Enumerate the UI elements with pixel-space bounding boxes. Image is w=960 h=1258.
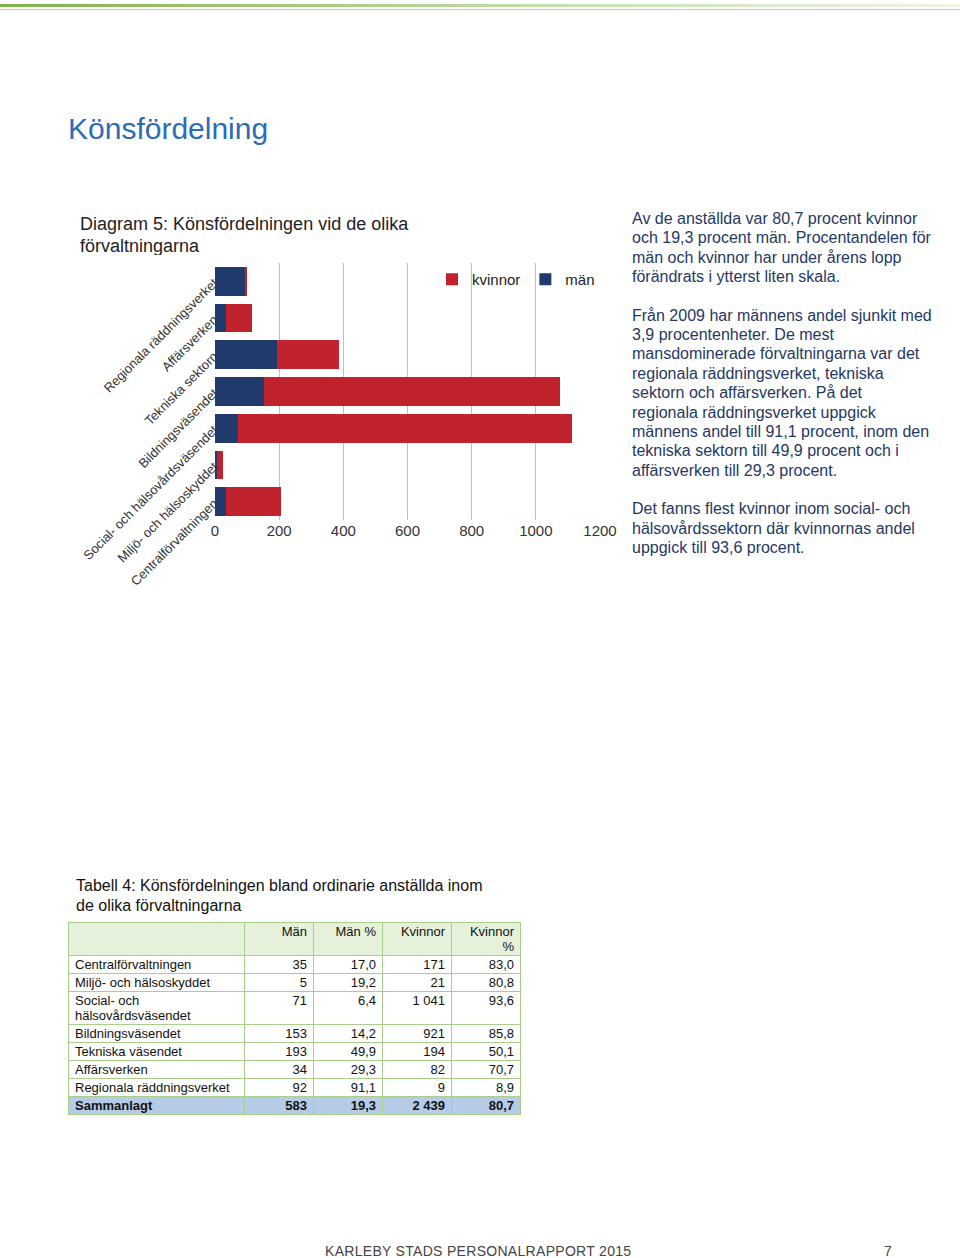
svg-text:Bildningsväsendet: Bildningsväsendet: [135, 385, 220, 470]
html-text:80,7: 80,7: [488, 1098, 514, 1113]
html-text:Affärsverken: Affärsverken: [75, 1062, 148, 1077]
html-text:71: 71: [292, 993, 307, 1008]
html-text:Från 2009 har männens andel sj: Från 2009 har männens andel sjunkit med …: [632, 306, 932, 479]
svg-text:200: 200: [267, 522, 292, 539]
html-text:83,0: 83,0: [488, 957, 514, 972]
html-text:Centralförvaltningen: Centralförvaltningen: [75, 957, 192, 972]
svg-text:1200: 1200: [583, 522, 616, 539]
svg-text:Affärsverken: Affärsverken: [159, 312, 221, 374]
html-text:80,8: 80,8: [488, 975, 514, 990]
html-text:9: 9: [437, 1080, 445, 1095]
svg-text:Centralförvaltningen: Centralförvaltningen: [128, 496, 221, 589]
html-text:Bildningsväsendet: Bildningsväsendet: [75, 1026, 181, 1041]
html-text:1 041: 1 041: [412, 993, 445, 1008]
html-text:Män: Män: [281, 924, 307, 939]
svg-text:Tekniska sektorn: Tekniska sektorn: [142, 349, 221, 428]
html-text:Miljö- och hälsoskyddet: Miljö- och hälsoskyddet: [75, 975, 211, 990]
html-text:Kvinnor %: Kvinnor %: [469, 924, 514, 954]
svg-text:Regionala räddningsverket: Regionala räddningsverket: [101, 275, 221, 395]
svg-text:1000: 1000: [519, 522, 552, 539]
html-text:19,2: 19,2: [350, 975, 376, 990]
html-text:Det fanns flest kvinnor inom s: Det fanns flest kvinnor inom social- och…: [632, 500, 915, 557]
html-text:35: 35: [292, 957, 307, 972]
html-text:29,3: 29,3: [350, 1062, 376, 1077]
html-text:5: 5: [299, 975, 307, 990]
html-text:Regionala räddningsverket: Regionala räddningsverket: [75, 1080, 230, 1095]
html-text:Könsfördelning: Könsfördelning: [68, 112, 269, 145]
html-text:50,1: 50,1: [488, 1044, 514, 1059]
html-text:91,1: 91,1: [350, 1080, 376, 1095]
svg-text:800: 800: [459, 522, 484, 539]
html-text:21: 21: [430, 975, 445, 990]
svg-text:400: 400: [331, 522, 356, 539]
html-text:17,0: 17,0: [350, 957, 376, 972]
svg-text:0: 0: [211, 522, 219, 539]
html-text:194: 194: [423, 1044, 445, 1059]
html-text:193: 193: [285, 1044, 307, 1059]
html-text:Diagram 5: Könsfördelningen vi: Diagram 5: Könsfördelningen vid de olika…: [80, 214, 409, 256]
html-text:583: 583: [285, 1098, 307, 1113]
html-text:6,4: 6,4: [357, 993, 376, 1008]
html-text:82: 82: [430, 1062, 445, 1077]
svg-text:kvinnor: kvinnor: [472, 271, 520, 288]
html-text:Av de anställda var 80,7 proce: Av de anställda var 80,7 procent kvinnor…: [632, 210, 931, 286]
html-text:921: 921: [423, 1026, 445, 1041]
html-text:70,7: 70,7: [488, 1062, 514, 1077]
svg-text:Social- och hälsovårdsväsendet: Social- och hälsovårdsväsendet: [80, 422, 221, 563]
svg-text:600: 600: [395, 522, 420, 539]
html-text:Social- och hälsovårdsväsendet: Social- och hälsovårdsväsendet: [75, 993, 191, 1023]
html-text:92: 92: [292, 1080, 307, 1095]
html-text:85,8: 85,8: [488, 1026, 514, 1041]
html-text:171: 171: [423, 957, 445, 972]
html-text:19,3: 19,3: [350, 1098, 376, 1113]
html-text:Sammanlagt: Sammanlagt: [75, 1098, 153, 1113]
html-text:Män %: Män %: [335, 924, 376, 939]
html-text:2 439: 2 439: [412, 1098, 445, 1113]
svg-text:män: män: [565, 271, 594, 288]
svg-text:Miljö- och hälsoskyddet: Miljö- och hälsoskyddet: [115, 459, 221, 565]
html-text:14,2: 14,2: [350, 1026, 376, 1041]
html-text:153: 153: [285, 1026, 307, 1041]
html-text:93,6: 93,6: [488, 993, 514, 1008]
html-text:Kvinnor: Kvinnor: [400, 924, 445, 939]
html-text:49,9: 49,9: [350, 1044, 376, 1059]
html-text:34: 34: [292, 1062, 307, 1077]
html-text:KARLEBY STADS PERSONALRAPPORT: KARLEBY STADS PERSONALRAPPORT 2015: [325, 1243, 632, 1258]
html-text:Tekniska väsendet: Tekniska väsendet: [75, 1044, 182, 1059]
html-text:Tabell 4: Könsfördelningen bla: Tabell 4: Könsfördelningen bland ordinar…: [76, 877, 483, 914]
html-text:8,9: 8,9: [495, 1080, 514, 1095]
html-text:7: 7: [884, 1243, 892, 1258]
